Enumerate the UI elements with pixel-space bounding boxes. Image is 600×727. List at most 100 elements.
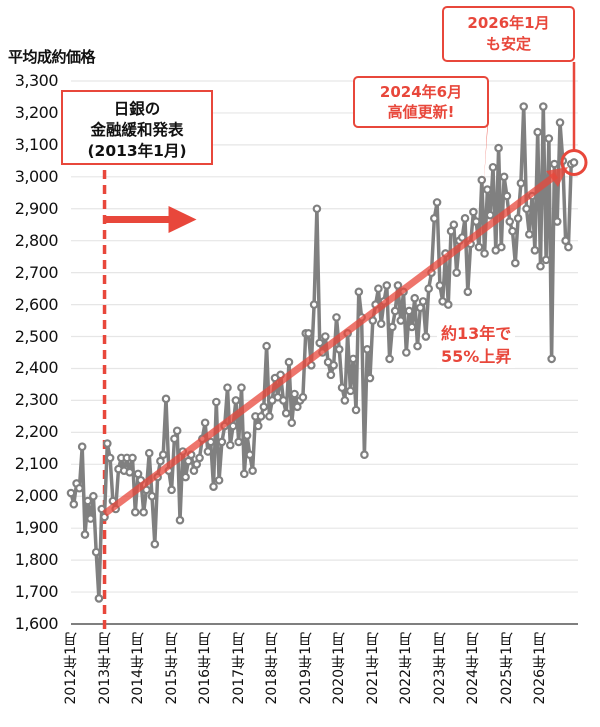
data-point	[89, 491, 98, 501]
y-tick-label: 1,700	[14, 582, 59, 602]
trend-arrowhead-icon	[545, 167, 568, 188]
data-point	[125, 467, 134, 477]
x-tick-label: 2016年1月	[197, 632, 214, 705]
data-point	[105, 453, 115, 463]
x-tick-label: 2025年1月	[498, 632, 515, 705]
data-point	[209, 482, 218, 491]
data-point	[550, 159, 559, 169]
data-point	[354, 287, 364, 297]
data-point	[471, 217, 481, 226]
data-point	[214, 475, 224, 485]
data-point	[483, 185, 492, 194]
arrow-right-icon	[168, 206, 197, 233]
x-tick-label: 2014年1月	[130, 632, 147, 705]
data-point	[536, 261, 545, 271]
data-point	[435, 281, 445, 290]
data-point	[312, 204, 322, 214]
callout-line: (2013年1月)	[87, 142, 187, 160]
data-point	[167, 485, 176, 495]
data-point	[469, 207, 478, 217]
data-point	[158, 450, 168, 460]
data-point	[248, 466, 257, 475]
data-point	[284, 357, 294, 367]
data-point	[239, 469, 249, 479]
data-point	[66, 488, 76, 498]
data-point	[337, 383, 347, 392]
data-point	[304, 329, 313, 338]
data-point	[281, 408, 291, 418]
data-point	[334, 345, 344, 354]
data-point	[511, 258, 520, 268]
y-tick-label: 2,600	[14, 294, 59, 314]
data-point	[237, 383, 246, 392]
data-point	[421, 332, 431, 341]
data-point	[279, 396, 288, 405]
data-point	[443, 300, 453, 309]
data-point	[499, 172, 509, 182]
stable-2026-callout: 2026年1月 も安定	[442, 6, 575, 62]
data-point	[195, 453, 204, 463]
data-point	[253, 421, 263, 431]
y-tick-label: 2,900	[14, 198, 59, 218]
data-point	[86, 514, 95, 523]
data-point	[94, 594, 104, 603]
y-tick-label: 1,600	[14, 614, 59, 633]
data-point	[259, 402, 269, 412]
callout-pointer-2024	[483, 99, 489, 190]
data-point	[538, 102, 548, 111]
y-axis-title: 平均成約価格	[8, 48, 96, 66]
data-point	[69, 499, 79, 509]
x-tick-label: 2022年1月	[398, 632, 415, 705]
data-point	[181, 472, 190, 482]
data-point	[147, 491, 157, 501]
data-point	[494, 143, 503, 153]
y-tick-label: 3,100	[14, 134, 59, 154]
data-point	[533, 127, 542, 137]
data-point	[262, 341, 271, 351]
data-point	[172, 426, 182, 436]
y-tick-label: 2,500	[14, 326, 59, 346]
data-point	[144, 448, 154, 458]
data-point	[203, 447, 213, 456]
data-point	[390, 306, 400, 316]
data-point	[245, 450, 255, 460]
data-point	[265, 412, 274, 421]
data-point	[544, 134, 554, 143]
x-tick-label: 2019年1月	[297, 632, 314, 705]
data-point	[424, 284, 433, 293]
data-point	[128, 453, 137, 463]
data-point	[217, 437, 227, 447]
data-point	[91, 547, 101, 557]
data-point	[429, 214, 439, 223]
data-point	[505, 217, 515, 226]
y-tick-label: 2,800	[14, 230, 59, 250]
data-point	[290, 389, 299, 399]
data-point	[362, 345, 372, 354]
callout-line: 2026年1月	[467, 14, 550, 32]
growth-line: 55%上昇	[441, 347, 512, 366]
data-point	[385, 354, 394, 364]
data-point	[513, 214, 523, 223]
x-tick-label: 2013年1月	[96, 632, 113, 705]
data-point	[524, 230, 534, 239]
y-tick-label: 1,900	[14, 518, 59, 538]
data-point	[212, 397, 221, 407]
callout-line: も安定	[485, 35, 531, 53]
data-point	[418, 297, 428, 306]
data-point	[139, 507, 148, 517]
boj-easing-callout: 日銀の 金融緩和発表 (2013年1月)	[61, 90, 213, 165]
data-point	[519, 102, 529, 111]
data-point	[374, 284, 383, 293]
data-point	[161, 394, 171, 404]
data-point	[457, 233, 467, 242]
y-tick-label: 3,000	[14, 166, 59, 186]
data-point	[410, 293, 420, 303]
data-point	[200, 418, 210, 428]
data-point	[516, 178, 526, 188]
data-point	[564, 242, 573, 252]
y-tick-label: 3,200	[14, 102, 59, 122]
data-point	[206, 437, 216, 447]
data-point	[376, 319, 386, 329]
data-point	[298, 392, 308, 402]
data-point	[332, 313, 341, 322]
